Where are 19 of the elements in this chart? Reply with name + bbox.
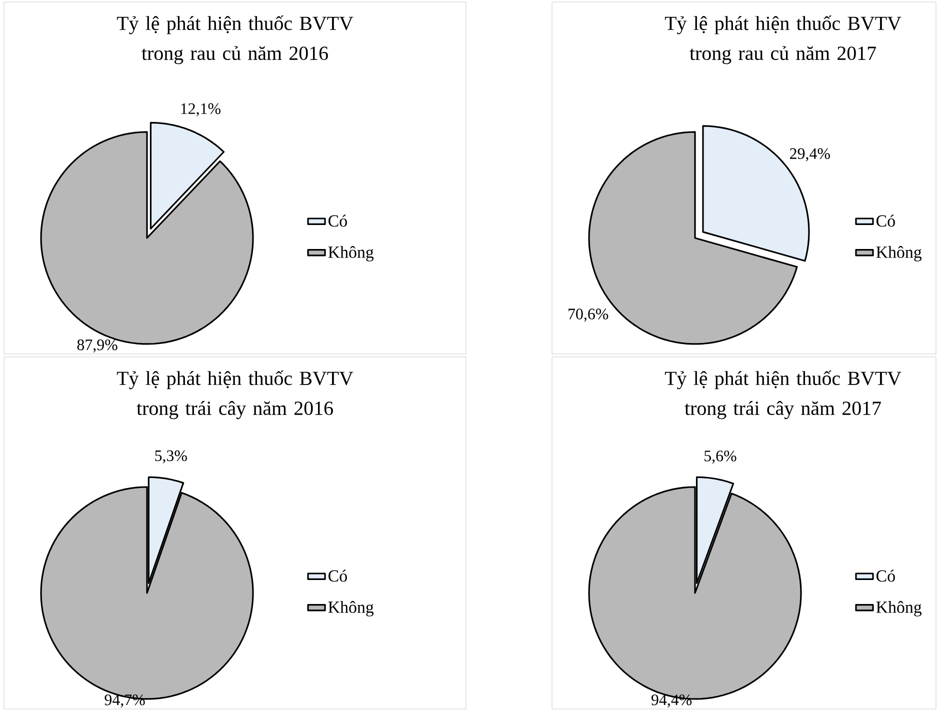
chart-title: Tỷ lệ phát hiện thuốc BVTV trong rau củ năm 2017 (664, 16, 902, 64)
legend-label: Không (328, 600, 374, 616)
legend-label: Có (876, 214, 895, 227)
legend-label: Có (328, 214, 347, 227)
data-label: 70,6% (568, 308, 608, 322)
data-label: 87,9% (77, 339, 118, 353)
legend-label: Không (876, 246, 922, 262)
chart-title: Tỷ lệ phát hiện thuốc BVTV trong trái cây năm 2016 (116, 370, 354, 420)
data-label: 94,4% (651, 694, 692, 708)
chart-title: Tỷ lệ phát hiện thuốc BVTV trong trái cây năm 2017 (664, 370, 902, 420)
legend-label: Có (328, 570, 347, 582)
data-label: 29,4% (790, 148, 830, 162)
legend-label: Không (328, 246, 374, 262)
data-label: 12,1% (181, 103, 220, 116)
data-label: 5,3% (155, 450, 187, 464)
chart-title: Tỷ lệ phát hiện thuốc BVTV trong rau củ năm 2016 (116, 16, 354, 64)
legend-label: Có (876, 570, 895, 582)
data-label: 5,6% (704, 450, 736, 464)
legend-label: Không (876, 600, 922, 616)
